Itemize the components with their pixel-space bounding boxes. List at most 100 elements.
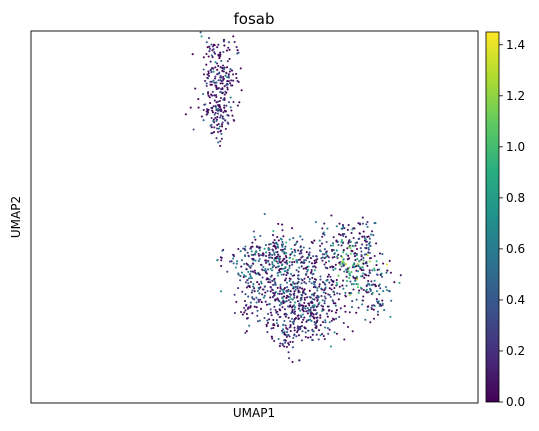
data-point: [208, 45, 211, 48]
data-point: [308, 289, 311, 292]
data-point: [271, 269, 274, 272]
data-point: [313, 262, 317, 265]
data-point: [330, 319, 333, 322]
data-point: [324, 266, 327, 269]
data-point: [205, 84, 208, 87]
data-point: [207, 0, 209, 1]
data-point: [285, 296, 288, 300]
data-point: [258, 257, 261, 261]
data-point: [305, 320, 308, 323]
data-point: [282, 243, 285, 246]
data-point: [216, 46, 219, 49]
data-point: [361, 266, 364, 269]
data-point: [347, 241, 350, 244]
data-point: [282, 273, 285, 276]
data-point: [334, 263, 337, 266]
data-point: [299, 245, 302, 248]
data-point: [219, 129, 223, 132]
data-point: [240, 259, 244, 262]
data-point: [227, 76, 230, 79]
data-point: [229, 106, 232, 109]
data-point: [257, 300, 260, 303]
data-point: [333, 293, 336, 296]
data-point: [281, 300, 285, 303]
data-point: [355, 247, 359, 251]
data-point: [215, 86, 218, 89]
data-point: [309, 296, 312, 299]
data-point: [195, 7, 197, 9]
data-point: [265, 303, 269, 306]
data-point: [343, 232, 346, 236]
data-point: [305, 310, 308, 313]
data-point: [281, 229, 284, 232]
data-point: [254, 259, 257, 262]
data-point: [381, 253, 384, 256]
data-point: [274, 245, 277, 249]
data-point: [260, 282, 263, 285]
data-point: [202, 68, 205, 71]
data-point: [235, 72, 238, 75]
data-point: [320, 242, 324, 245]
data-point: [240, 265, 243, 268]
data-point: [289, 272, 293, 276]
data-point: [243, 262, 246, 266]
data-point: [319, 316, 322, 319]
data-point: [293, 254, 296, 257]
data-point: [333, 255, 336, 259]
data-point: [268, 243, 271, 246]
data-point: [305, 251, 308, 254]
data-point: [216, 103, 220, 107]
data-point: [284, 245, 287, 248]
data-point: [274, 247, 277, 250]
data-point: [273, 277, 276, 280]
data-point: [245, 317, 249, 320]
data-point: [247, 277, 250, 280]
data-point: [293, 310, 297, 313]
data-point: [370, 306, 373, 309]
data-point: [209, 18, 211, 20]
data-point: [296, 285, 299, 288]
data-point: [362, 295, 365, 298]
data-point: [217, 43, 220, 46]
data-point: [314, 221, 317, 224]
data-point: [287, 342, 290, 345]
data-point: [351, 330, 354, 333]
data-point: [318, 301, 321, 304]
data-point: [315, 255, 318, 258]
data-point: [214, 105, 217, 108]
data-point: [368, 283, 371, 286]
data-point: [244, 254, 247, 257]
data-point: [203, 103, 206, 106]
data-point: [237, 287, 240, 290]
data-point: [299, 286, 302, 289]
data-point: [216, 28, 218, 30]
data-point: [223, 93, 226, 96]
data-point: [219, 144, 222, 147]
data-point: [221, 69, 224, 72]
data-point: [291, 340, 294, 344]
data-point: [267, 248, 270, 251]
data-point: [336, 255, 339, 258]
data-point: [267, 260, 270, 263]
data-point: [310, 311, 313, 314]
data-point: [328, 321, 331, 324]
data-point: [275, 260, 278, 263]
data-point: [221, 121, 224, 124]
data-point: [293, 243, 296, 247]
data-point: [289, 340, 292, 343]
data-point: [242, 276, 245, 279]
data-point: [349, 280, 352, 283]
data-point: [388, 259, 391, 262]
data-point: [371, 269, 374, 272]
data-point: [243, 299, 247, 303]
data-point: [202, 56, 205, 59]
data-point: [332, 265, 335, 268]
data-point: [307, 329, 310, 332]
data-point: [285, 277, 288, 280]
data-point: [226, 19, 228, 21]
data-point: [269, 281, 272, 284]
data-point: [289, 253, 292, 256]
colorbar-tick-label: 1.0: [506, 140, 525, 154]
data-point: [266, 277, 269, 280]
data-point: [232, 35, 235, 38]
